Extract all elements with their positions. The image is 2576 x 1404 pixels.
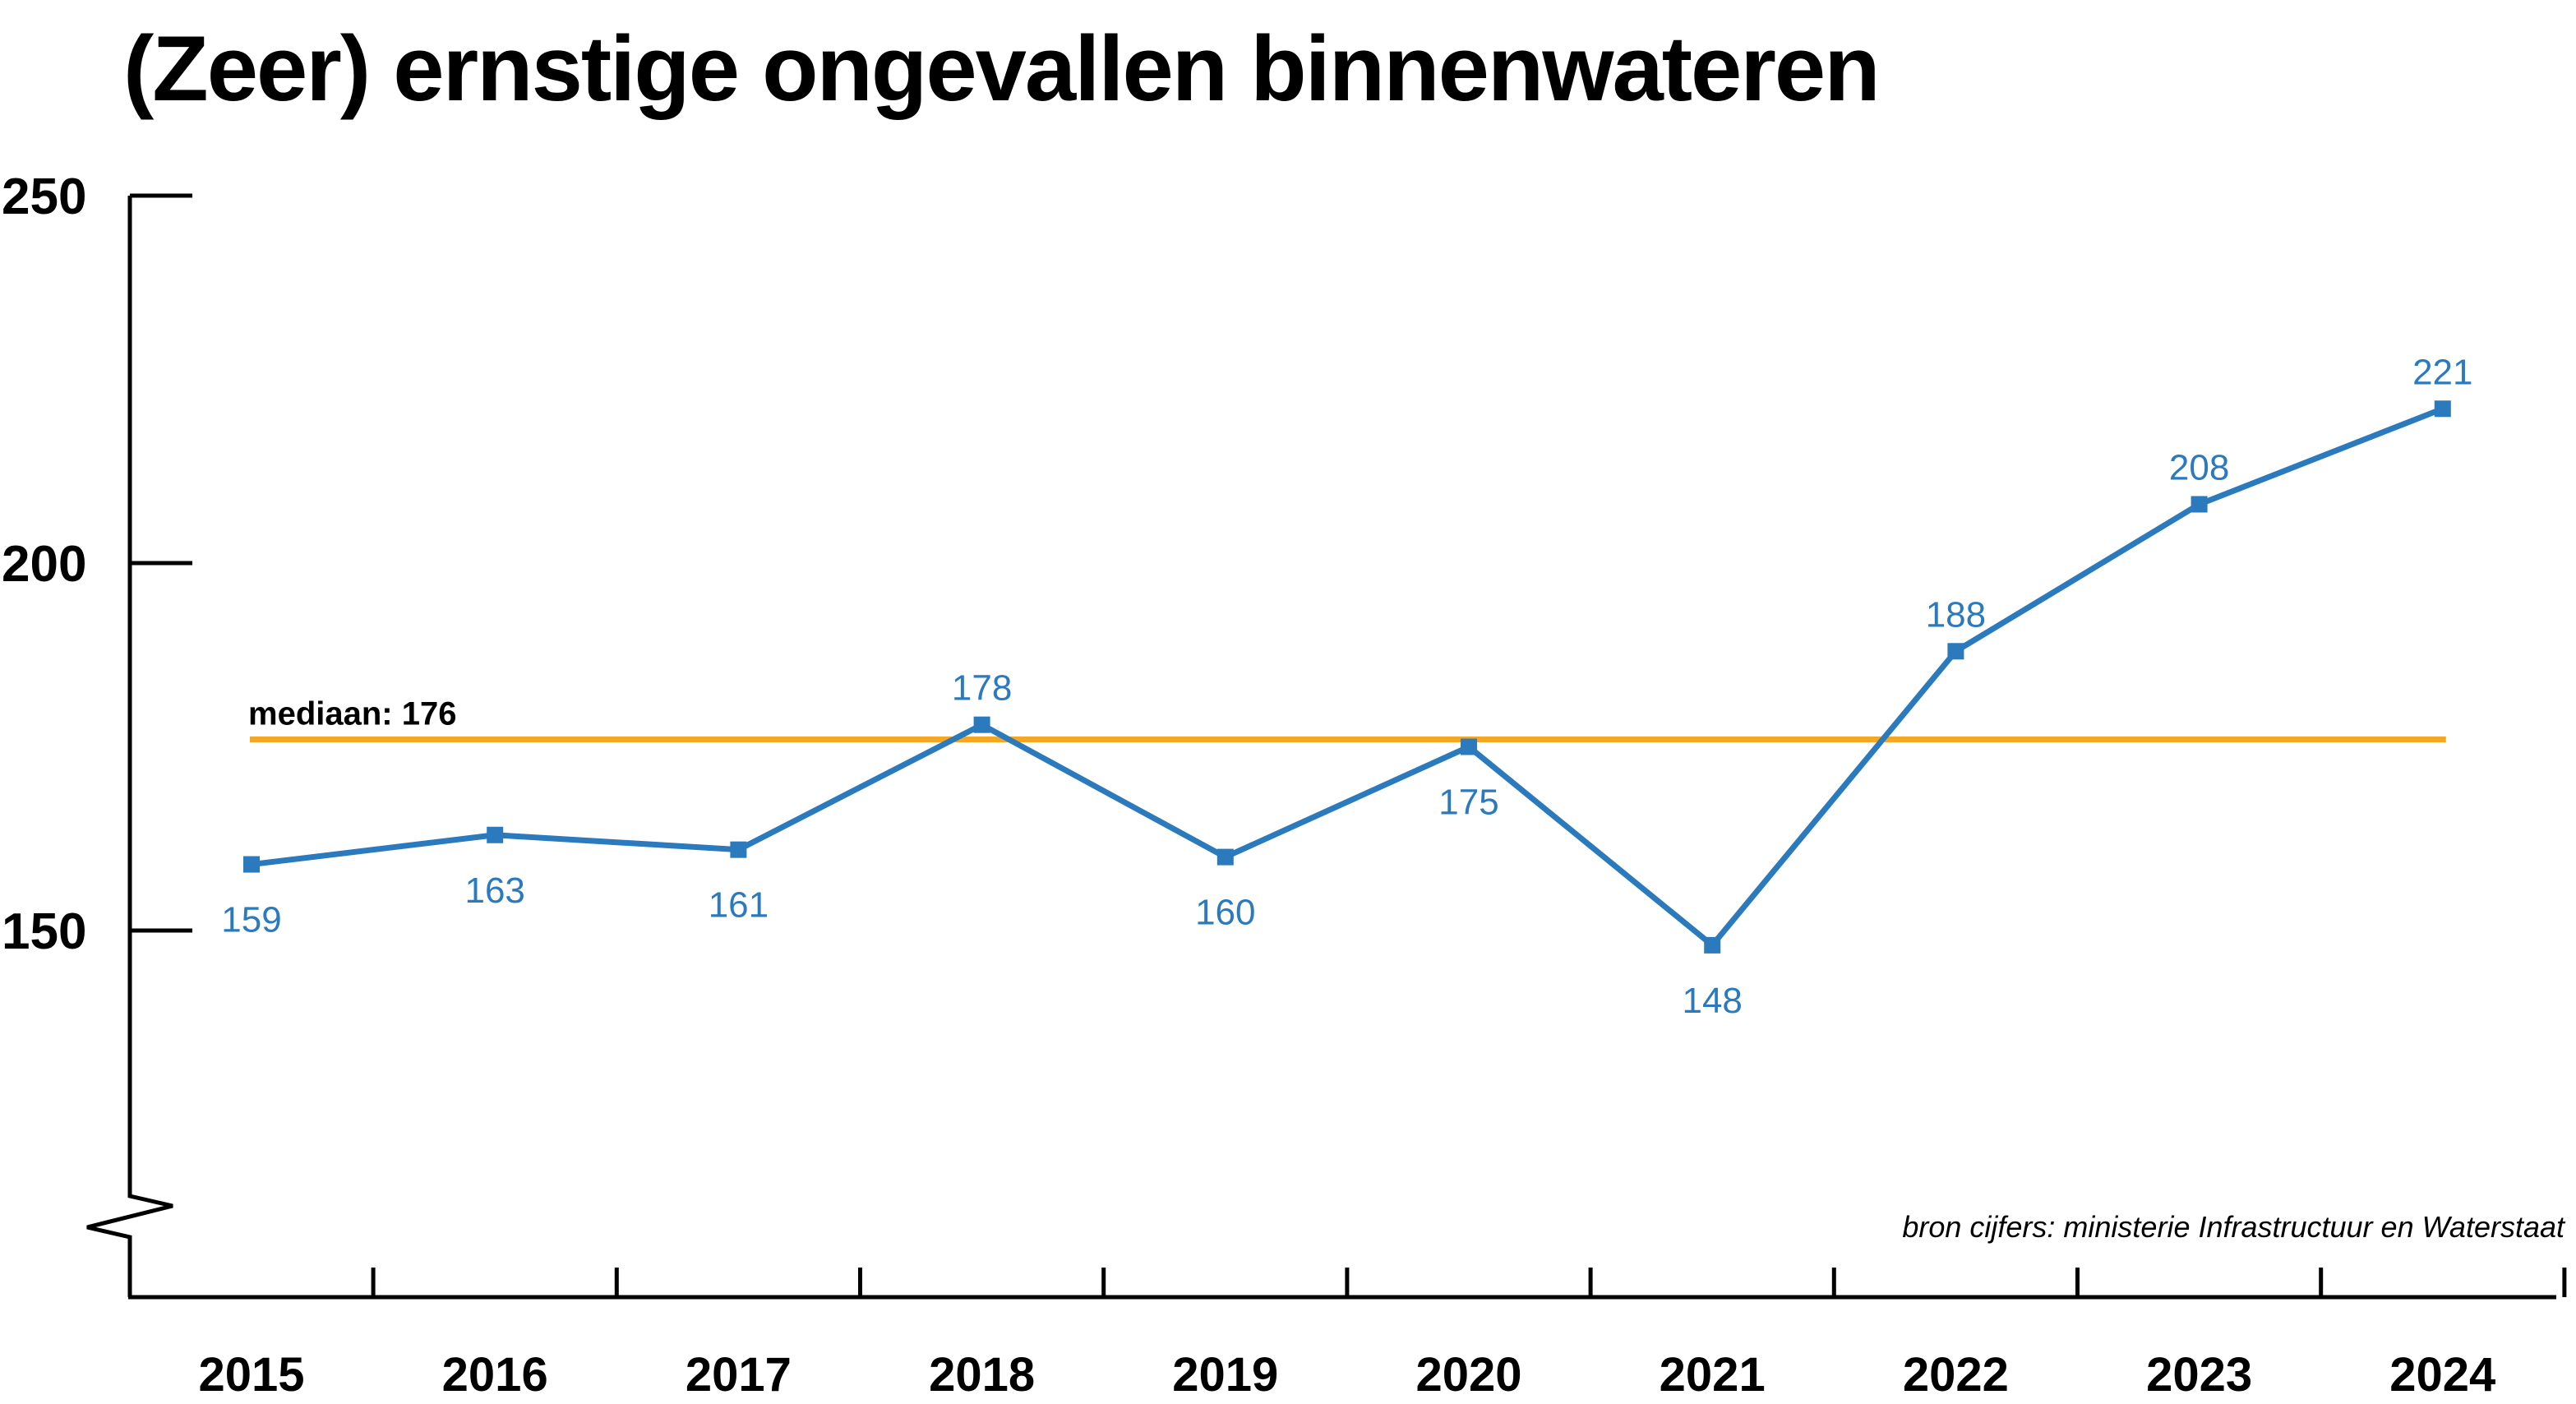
data-label: 178 (952, 668, 1012, 709)
data-point (1704, 936, 1721, 954)
series-group: 159 163 161 178 160 175 148 188 208 221 (221, 352, 2472, 1021)
x-tick-label: 2018 (929, 1348, 1035, 1402)
data-point (487, 826, 504, 843)
y-tick-label: 150 (2, 903, 86, 960)
y-axis-line (86, 196, 173, 1297)
x-tick-label: 2021 (1660, 1348, 1766, 1402)
data-point (1947, 643, 1964, 660)
x-tick-label: 2015 (198, 1348, 304, 1402)
data-point (1461, 738, 1477, 755)
x-tick-label: 2024 (2389, 1348, 2495, 1402)
x-tick-label: 2022 (1903, 1348, 2009, 1402)
source-note: bron cijfers: ministerie Infrastructuur … (1902, 1210, 2566, 1244)
x-tick-label: 2017 (686, 1348, 792, 1402)
data-label: 221 (2412, 352, 2472, 392)
axes: 150 200 250 2015 2016 2017 2018 2019 2020 2021 202… (2, 169, 2567, 1402)
chart-title: (Zeer) ernstige ongevallen binnenwateren (123, 17, 1879, 120)
median-group: mediaan: 176 (248, 696, 2446, 743)
x-tick-label: 2019 (1172, 1348, 1278, 1402)
data-label: 160 (1195, 893, 1255, 933)
data-point (2434, 400, 2451, 418)
data-point (730, 841, 747, 858)
data-point (1216, 848, 1234, 866)
data-point (973, 716, 990, 733)
data-label: 159 (221, 900, 281, 940)
data-point (243, 856, 260, 873)
x-tick-label: 2016 (442, 1348, 548, 1402)
median-label: mediaan: 176 (248, 696, 456, 732)
series-line (251, 406, 2444, 949)
data-label: 148 (1682, 981, 1742, 1021)
data-label: 208 (2169, 447, 2229, 487)
y-tick-label: 200 (2, 536, 86, 593)
data-point (2191, 496, 2208, 513)
data-label: 163 (464, 871, 524, 911)
x-tick-label: 2020 (1415, 1348, 1521, 1402)
x-tick-label: 2023 (2146, 1348, 2252, 1402)
data-label: 161 (709, 885, 769, 926)
y-tick-label: 250 (2, 169, 86, 225)
data-label: 175 (1438, 783, 1498, 823)
data-label: 188 (1926, 594, 1986, 635)
